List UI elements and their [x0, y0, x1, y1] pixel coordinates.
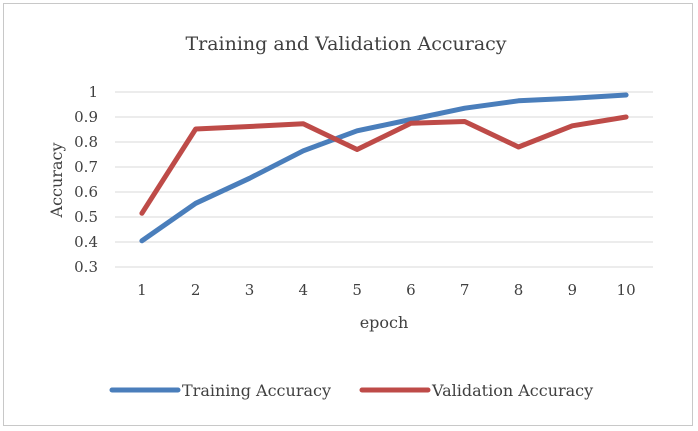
- legend-label: Training Accuracy: [182, 381, 331, 400]
- x-tick-label: 8: [514, 281, 524, 299]
- x-tick-label: 4: [299, 281, 309, 299]
- gridlines: [115, 91, 653, 268]
- y-tick-label: 0.9: [74, 108, 98, 126]
- y-tick-label: 0.4: [74, 233, 98, 251]
- x-axis-label: epoch: [360, 313, 409, 332]
- legend: Training Accuracy Validation Accuracy: [109, 381, 593, 400]
- y-tick-label: 0.3: [74, 258, 98, 276]
- legend-label: Validation Accuracy: [431, 381, 593, 400]
- chart-frame: [3, 3, 693, 426]
- y-tick-label: 0.6: [74, 183, 98, 201]
- x-tick-label: 9: [568, 281, 578, 299]
- series-line-validation: [139, 114, 629, 216]
- chart-title: Training and Validation Accuracy: [185, 33, 506, 55]
- y-tick-label: 0.8: [74, 133, 98, 151]
- y-tick-label: 1: [88, 83, 98, 101]
- y-axis-label: Accuracy: [47, 143, 66, 219]
- y-axis-ticks: 0.3 0.4 0.5 0.6 0.7 0.8 0.9 1: [74, 83, 98, 276]
- x-tick-label: 2: [191, 281, 201, 299]
- x-tick-label: 10: [617, 281, 636, 299]
- x-tick-label: 1: [137, 281, 147, 299]
- x-tick-label: 3: [245, 281, 255, 299]
- x-tick-label: 7: [460, 281, 470, 299]
- y-tick-label: 0.5: [74, 208, 98, 226]
- series-line-training: [139, 92, 629, 244]
- x-axis-ticks: 1 2 3 4 5 6 7 8 9 10: [137, 281, 636, 299]
- series-lines: [139, 92, 629, 244]
- x-tick-label: 6: [406, 281, 416, 299]
- y-tick-label: 0.7: [74, 158, 98, 176]
- x-tick-label: 5: [352, 281, 362, 299]
